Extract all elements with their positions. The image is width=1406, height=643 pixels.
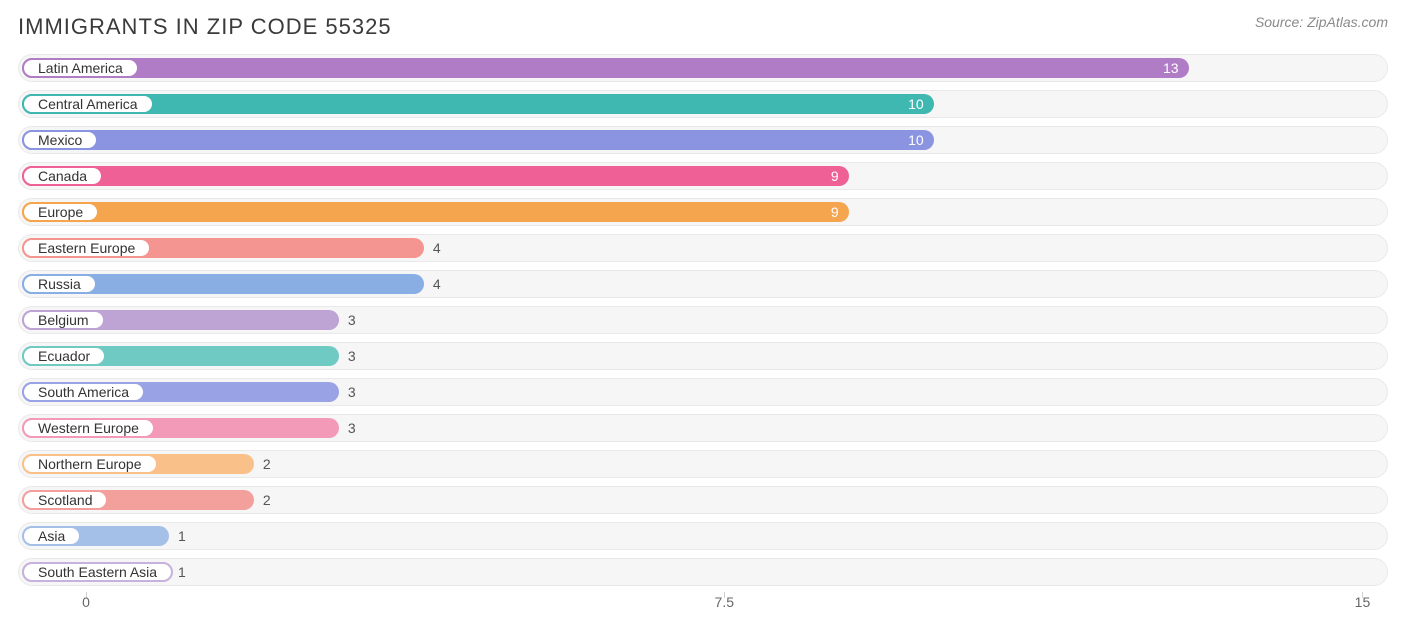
bar-track: 1 Asia xyxy=(18,522,1388,550)
bar-track: 10 Central America xyxy=(18,90,1388,118)
bar-track: 3 Belgium xyxy=(18,306,1388,334)
bar-label: South Eastern Asia xyxy=(38,564,157,580)
bar-label: Scotland xyxy=(38,492,92,508)
bar-label-pill: South Eastern Asia xyxy=(22,562,173,582)
x-axis: 0 7.5 15 xyxy=(18,594,1388,620)
bar-value: 3 xyxy=(348,348,356,364)
bar-label-pill: Scotland xyxy=(22,490,108,510)
bar-value: 1 xyxy=(178,564,186,580)
bar-label-pill: Latin America xyxy=(22,58,139,78)
bar-value: 1 xyxy=(178,528,186,544)
chart-title: IMMIGRANTS IN ZIP CODE 55325 xyxy=(18,14,392,40)
bar-label: Western Europe xyxy=(38,420,139,436)
chart-source: Source: ZipAtlas.com xyxy=(1255,14,1388,30)
bar-label-pill: Canada xyxy=(22,166,103,186)
bar-fill: 10 xyxy=(22,130,934,150)
bar-track: 10 Mexico xyxy=(18,126,1388,154)
bar-value: 4 xyxy=(433,240,441,256)
bar-track: 2 Northern Europe xyxy=(18,450,1388,478)
bar-value: 3 xyxy=(348,384,356,400)
bar-label: Latin America xyxy=(38,60,123,76)
axis-tick-label: 0 xyxy=(82,594,90,610)
bar-track: 1 South Eastern Asia xyxy=(18,558,1388,586)
bar-track: 3 Ecuador xyxy=(18,342,1388,370)
bar-label: Central America xyxy=(38,96,138,112)
axis-tick-label: 7.5 xyxy=(715,594,734,610)
bar-value: 13 xyxy=(1163,60,1179,76)
chart-header: IMMIGRANTS IN ZIP CODE 55325 Source: Zip… xyxy=(0,0,1406,48)
bar-track: 9 Canada xyxy=(18,162,1388,190)
bar-label-pill: Russia xyxy=(22,274,97,294)
bar-label-pill: Belgium xyxy=(22,310,105,330)
bar-label: Russia xyxy=(38,276,81,292)
bar-label-pill: Ecuador xyxy=(22,346,106,366)
bar-label: Eastern Europe xyxy=(38,240,135,256)
bar-track: 4 Russia xyxy=(18,270,1388,298)
bar-value: 4 xyxy=(433,276,441,292)
bar-label: Canada xyxy=(38,168,87,184)
bar-track: 3 South America xyxy=(18,378,1388,406)
bar-label: Northern Europe xyxy=(38,456,142,472)
bar-label-pill: Western Europe xyxy=(22,418,155,438)
bar-label-pill: South America xyxy=(22,382,145,402)
bar-fill: 13 xyxy=(22,58,1189,78)
bar-value: 3 xyxy=(348,312,356,328)
bar-track: 9 Europe xyxy=(18,198,1388,226)
bar-label-pill: Asia xyxy=(22,526,81,546)
bar-value: 2 xyxy=(263,492,271,508)
bar-track: 13 Latin America xyxy=(18,54,1388,82)
bar-label: Europe xyxy=(38,204,83,220)
bar-label-pill: Eastern Europe xyxy=(22,238,151,258)
axis-tick-label: 15 xyxy=(1355,594,1371,610)
bar-track: 2 Scotland xyxy=(18,486,1388,514)
bar-label-pill: Europe xyxy=(22,202,99,222)
bar-label: Ecuador xyxy=(38,348,90,364)
bar-value: 10 xyxy=(908,96,924,112)
bar-track: 3 Western Europe xyxy=(18,414,1388,442)
bar-value: 2 xyxy=(263,456,271,472)
bar-label: South America xyxy=(38,384,129,400)
bar-fill: 10 xyxy=(22,94,934,114)
bar-track: 4 Eastern Europe xyxy=(18,234,1388,262)
bar-label: Belgium xyxy=(38,312,89,328)
chart-area: 13Latin America10Central America10Mexico… xyxy=(0,48,1406,620)
bar-label: Mexico xyxy=(38,132,82,148)
bar-label-pill: Central America xyxy=(22,94,154,114)
bar-value: 9 xyxy=(831,168,839,184)
bar-fill: 9 xyxy=(22,166,849,186)
bar-fill: 9 xyxy=(22,202,849,222)
bar-label-pill: Mexico xyxy=(22,130,98,150)
bar-value: 3 xyxy=(348,420,356,436)
bar-value: 9 xyxy=(831,204,839,220)
bar-label-pill: Northern Europe xyxy=(22,454,158,474)
bar-value: 10 xyxy=(908,132,924,148)
bar-label: Asia xyxy=(38,528,65,544)
